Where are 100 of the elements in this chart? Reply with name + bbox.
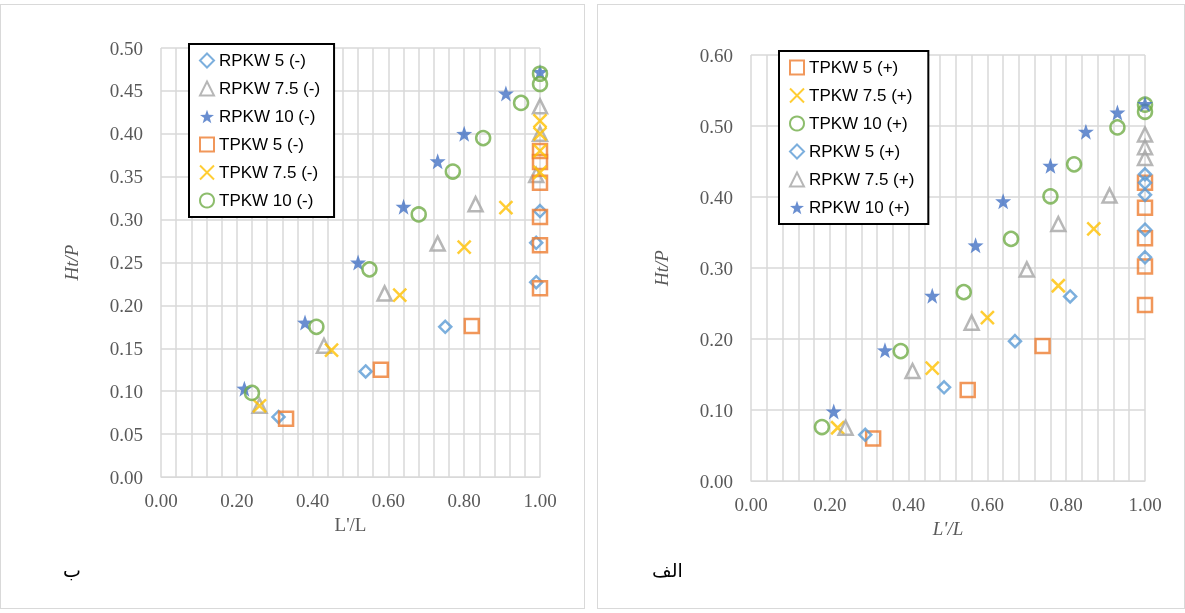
point (1137, 250, 1153, 265)
point (936, 380, 952, 395)
point (243, 384, 261, 402)
point (392, 287, 408, 303)
point (837, 419, 854, 436)
point (444, 163, 462, 180)
point (924, 360, 940, 376)
point (1137, 222, 1153, 237)
point (892, 342, 909, 360)
y-tick-label: 0.50 (109, 37, 143, 59)
point (429, 235, 446, 252)
point (967, 237, 984, 254)
y-tick-label: 0.00 (109, 466, 143, 488)
point (531, 279, 549, 297)
legend-label: TPKW 5 (-) (219, 135, 304, 154)
point (463, 317, 481, 335)
point (532, 164, 548, 181)
point (376, 285, 393, 302)
point (995, 193, 1012, 210)
x-tick-label: 0.00 (734, 494, 768, 515)
point (1002, 230, 1020, 248)
point (1109, 119, 1126, 136)
legend-label: RPKW 7.5 (+) (809, 170, 915, 189)
point (1042, 157, 1059, 174)
point (395, 198, 412, 215)
legend-label: RPKW 5 (-) (219, 51, 306, 70)
y-tick-label: 0.05 (109, 423, 143, 445)
point (467, 195, 484, 213)
y-tick-label: 0.30 (699, 257, 733, 279)
legend-label: TPKW 7.5 (+) (809, 86, 913, 105)
point (410, 206, 427, 223)
x-tick-label: 0.20 (813, 494, 847, 515)
point (1007, 333, 1023, 349)
x-axis-title: L'/L (931, 517, 964, 539)
point (864, 430, 882, 447)
y-tick-label: 0.10 (699, 399, 733, 421)
point (1136, 149, 1154, 167)
x-tick-label: 1.00 (1128, 494, 1162, 515)
point (497, 85, 514, 102)
point (963, 314, 980, 331)
y-axis-title: Ht/P (651, 249, 672, 287)
x-tick-label: 0.60 (970, 494, 1005, 515)
point (1034, 337, 1051, 355)
point (498, 199, 514, 216)
x-tick-label: 0.40 (891, 494, 926, 515)
point (924, 287, 941, 304)
point (1136, 139, 1154, 156)
point (531, 208, 549, 226)
x-axis-title: L'/L (334, 513, 367, 535)
point (277, 410, 295, 427)
x-tick-label: 0.40 (295, 490, 330, 511)
point (959, 381, 976, 399)
point (1042, 188, 1059, 205)
point (979, 309, 996, 326)
point (512, 94, 530, 112)
point (474, 129, 492, 147)
point (531, 98, 549, 115)
point (429, 153, 446, 170)
point (438, 319, 453, 335)
y-tick-label: 0.30 (109, 209, 143, 231)
point (813, 418, 831, 436)
y-tick-label: 0.00 (699, 470, 733, 492)
y-tick-label: 0.25 (109, 252, 143, 273)
legend-label: RPKW 7.5 (-) (219, 79, 321, 98)
point (456, 125, 473, 142)
point (358, 364, 373, 379)
x-tick-label: 0.80 (447, 490, 481, 511)
point (858, 427, 873, 443)
point (1062, 289, 1078, 304)
point (531, 75, 549, 93)
point (323, 342, 340, 358)
point (531, 237, 549, 254)
point (1137, 167, 1153, 182)
y-tick-label: 0.40 (699, 186, 733, 208)
point (1065, 156, 1083, 173)
legend-label: RPKW 10 (+) (809, 198, 910, 217)
y-tick-label: 0.50 (699, 115, 733, 137)
y-tick-label: 0.35 (109, 166, 143, 188)
point (350, 254, 367, 271)
point (955, 283, 973, 301)
legend-label: TPKW 5 (+) (809, 58, 899, 77)
point (1018, 261, 1036, 278)
point (876, 342, 893, 359)
point (1050, 278, 1067, 294)
x-tick-label: 1.00 (523, 490, 557, 511)
legend-label: RPKW 10 (-) (219, 107, 316, 126)
point (361, 261, 378, 278)
legend-label: RPKW 5 (+) (809, 142, 901, 161)
point (1136, 296, 1154, 314)
legend-label: TPKW 10 (-) (219, 191, 314, 210)
y-tick-label: 0.40 (109, 123, 143, 145)
x-tick-label: 0.00 (144, 490, 178, 511)
text: الف (652, 558, 683, 581)
point (372, 361, 390, 378)
y-tick-label: 0.45 (109, 80, 143, 102)
point (1109, 104, 1126, 121)
x-tick-label: 0.80 (1049, 494, 1083, 515)
x-tick-label: 0.60 (371, 490, 406, 511)
point (1136, 199, 1154, 216)
y-tick-label: 0.20 (109, 294, 143, 316)
